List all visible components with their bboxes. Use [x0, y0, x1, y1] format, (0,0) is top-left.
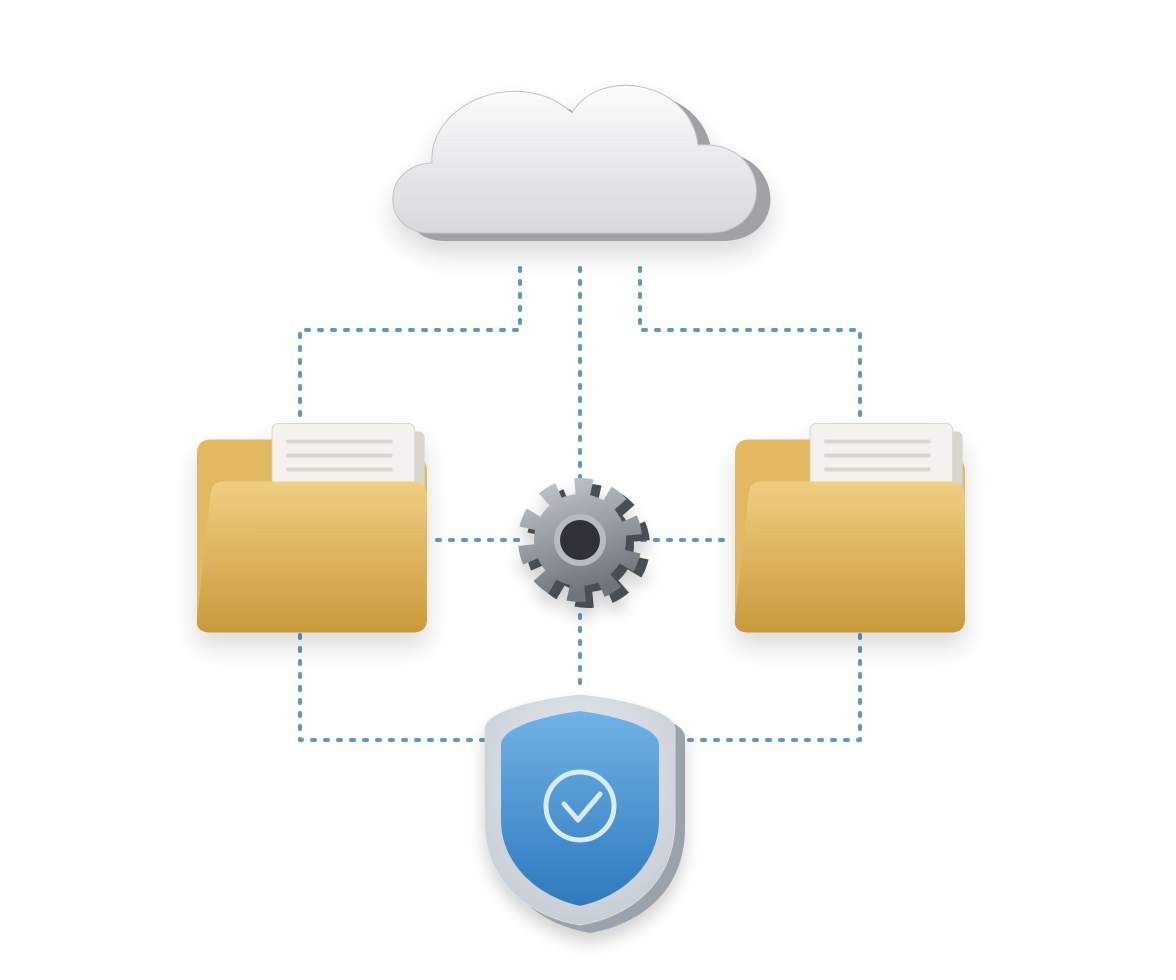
folder-right-icon	[735, 424, 965, 633]
folder-left-icon	[197, 424, 427, 633]
shield-check-icon	[485, 695, 685, 933]
cloud-icon	[393, 85, 771, 241]
diagram-svg	[0, 0, 1176, 980]
diagram-stage	[0, 0, 1176, 980]
gear-icon	[518, 478, 649, 608]
